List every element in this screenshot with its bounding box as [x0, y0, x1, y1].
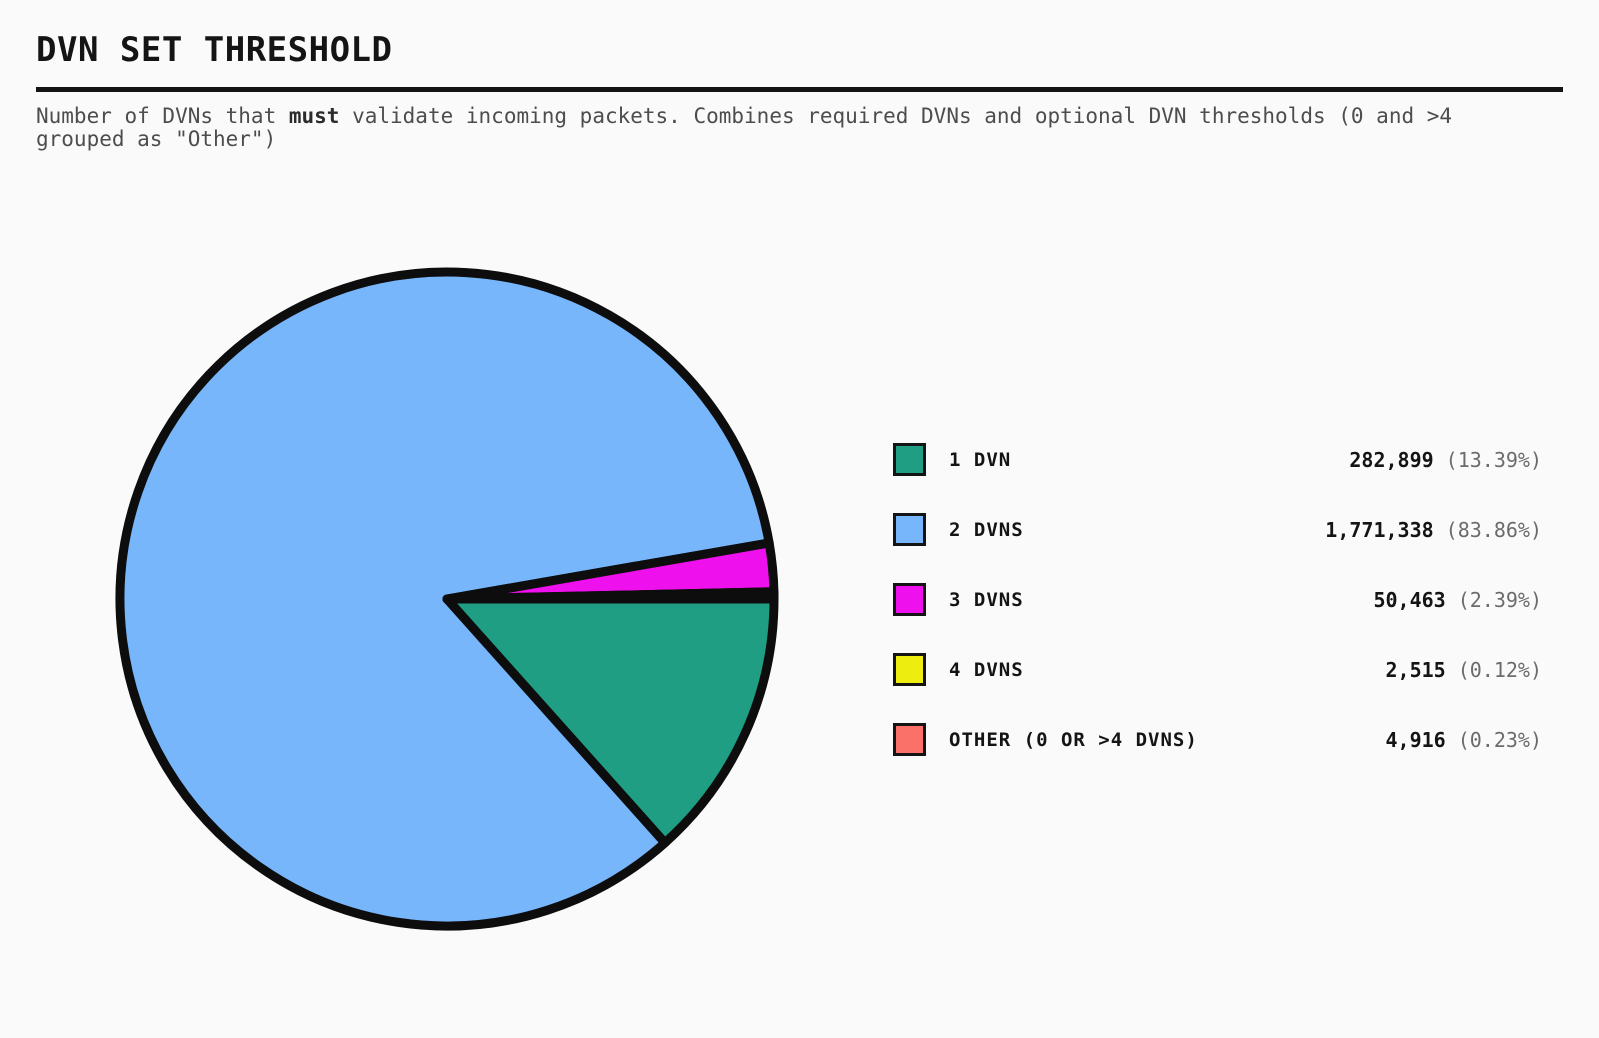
- legend-row-3[interactable]: 4 DVNS 2,515 (0.12%): [893, 653, 1542, 686]
- legend-percent: (13.39%): [1445, 447, 1542, 472]
- subtitle-text-before: Number of DVNs that: [36, 104, 289, 128]
- chart-legend: 1 DVN 282,899 (13.39%) 2 DVNS 1,771,338 (83.8…: [893, 443, 1542, 756]
- legend-row-4[interactable]: OTHER (0 OR >4 DVNS) 4,916 (0.23%): [893, 723, 1542, 756]
- legend-swatch: [893, 513, 926, 546]
- subtitle-text-after: validate incoming packets. Combines requ…: [36, 104, 1453, 151]
- legend-value: 282,899: [1349, 447, 1434, 472]
- card-header: DVN SET THRESHOLD Number of DVNs that mu…: [0, 0, 1599, 151]
- legend-row-2[interactable]: 3 DVNS 50,463 (2.39%): [893, 583, 1542, 616]
- legend-label: 2 DVNS: [949, 518, 1024, 541]
- pie-chart: [115, 267, 779, 931]
- legend-swatch: [893, 723, 926, 756]
- legend-swatch: [893, 583, 926, 616]
- title-divider: [36, 87, 1563, 92]
- legend-label: 1 DVN: [949, 448, 1012, 471]
- legend-percent: (83.86%): [1445, 517, 1542, 542]
- legend-label: OTHER (0 OR >4 DVNS): [949, 728, 1198, 751]
- legend-value: 4,916: [1385, 727, 1446, 752]
- legend-percent: (0.23%): [1457, 727, 1542, 752]
- subtitle-text-bold: must: [288, 104, 340, 128]
- legend-value: 1,771,338: [1325, 517, 1434, 542]
- page-title: DVN SET THRESHOLD: [36, 30, 393, 70]
- pie-slice-4[interactable]: [442, 589, 779, 604]
- legend-percent: (0.12%): [1457, 657, 1542, 682]
- legend-percent: (2.39%): [1457, 587, 1542, 612]
- legend-value: 50,463: [1373, 587, 1446, 612]
- legend-swatch: [893, 653, 926, 686]
- chart-subtitle: Number of DVNs that must validate incomi…: [36, 105, 1506, 151]
- pie-slice-0[interactable]: [442, 594, 779, 848]
- legend-value: 2,515: [1385, 657, 1446, 682]
- legend-label: 4 DVNS: [949, 658, 1024, 681]
- legend-swatch: [893, 443, 926, 476]
- legend-row-0[interactable]: 1 DVN 282,899 (13.39%): [893, 443, 1542, 476]
- legend-row-1[interactable]: 2 DVNS 1,771,338 (83.86%): [893, 513, 1542, 546]
- legend-label: 3 DVNS: [949, 588, 1024, 611]
